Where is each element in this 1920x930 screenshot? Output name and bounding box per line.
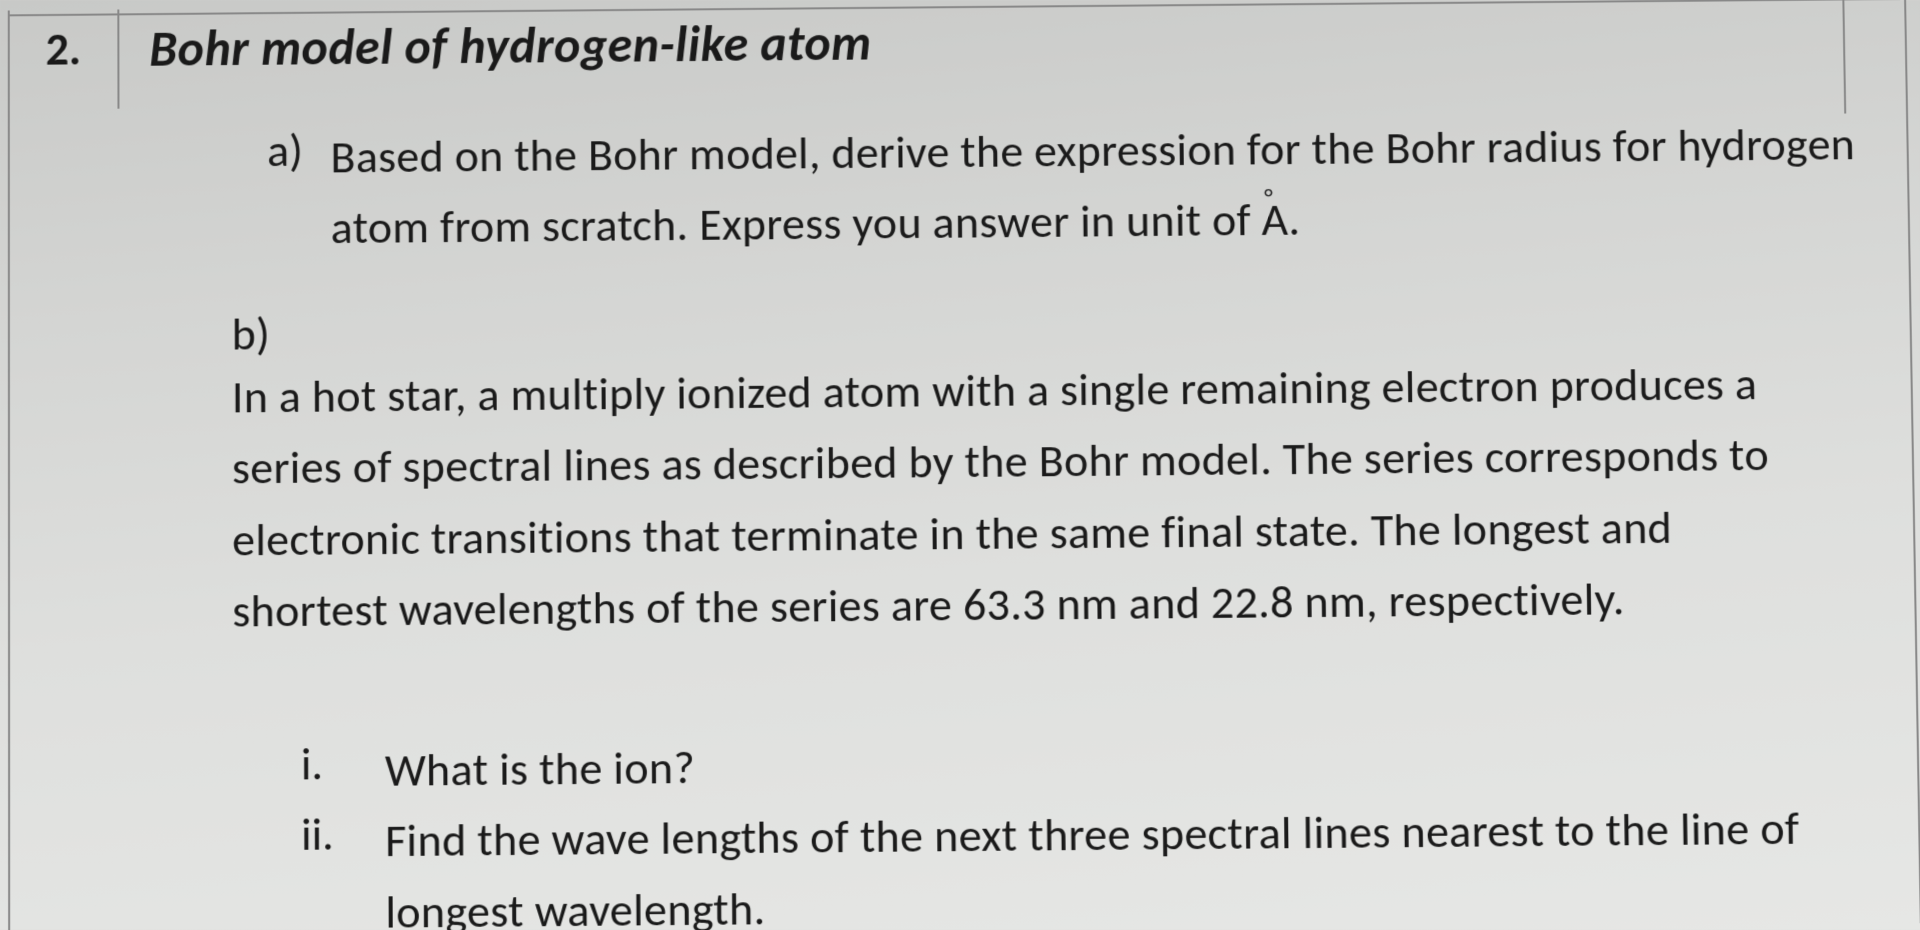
part-a: a) Based on the Bohr model, derive the e… [267,109,1864,265]
part-b-text: In a hot star, a multiply ionized atom w… [232,349,1835,648]
rule-left [8,10,10,930]
rule-right-outer [1904,0,1920,923]
part-b-label: b) [232,306,270,362]
rule-col-divider [117,9,119,108]
rule-right-inner [1842,0,1846,114]
part-a-text: Based on the Bohr model, derive the expr… [330,109,1858,264]
part-a-text-before: Based on the Bohr model, derive the expr… [330,116,1855,256]
question-number: 2. [46,22,82,78]
subpart-ii-text: Find the wave lengths of the next three … [385,793,1902,930]
subpart-i-label: i. [301,736,381,793]
rule-top [8,0,1900,16]
worksheet-page: 2. Bohr model of hydrogen-like atom a) B… [0,0,1920,930]
part-a-text-after: . [1288,192,1301,248]
part-a-label: a) [267,123,303,179]
subpart-ii: ii. Find the wave lengths of the next th… [301,792,1918,930]
subpart-ii-label: ii. [301,806,381,863]
question-title: Bohr model of hydrogen-like atom [149,13,872,80]
angstrom-symbol: A [1261,192,1289,248]
part-b: b) In a hot star, a multiply ionized ato… [232,292,1895,647]
